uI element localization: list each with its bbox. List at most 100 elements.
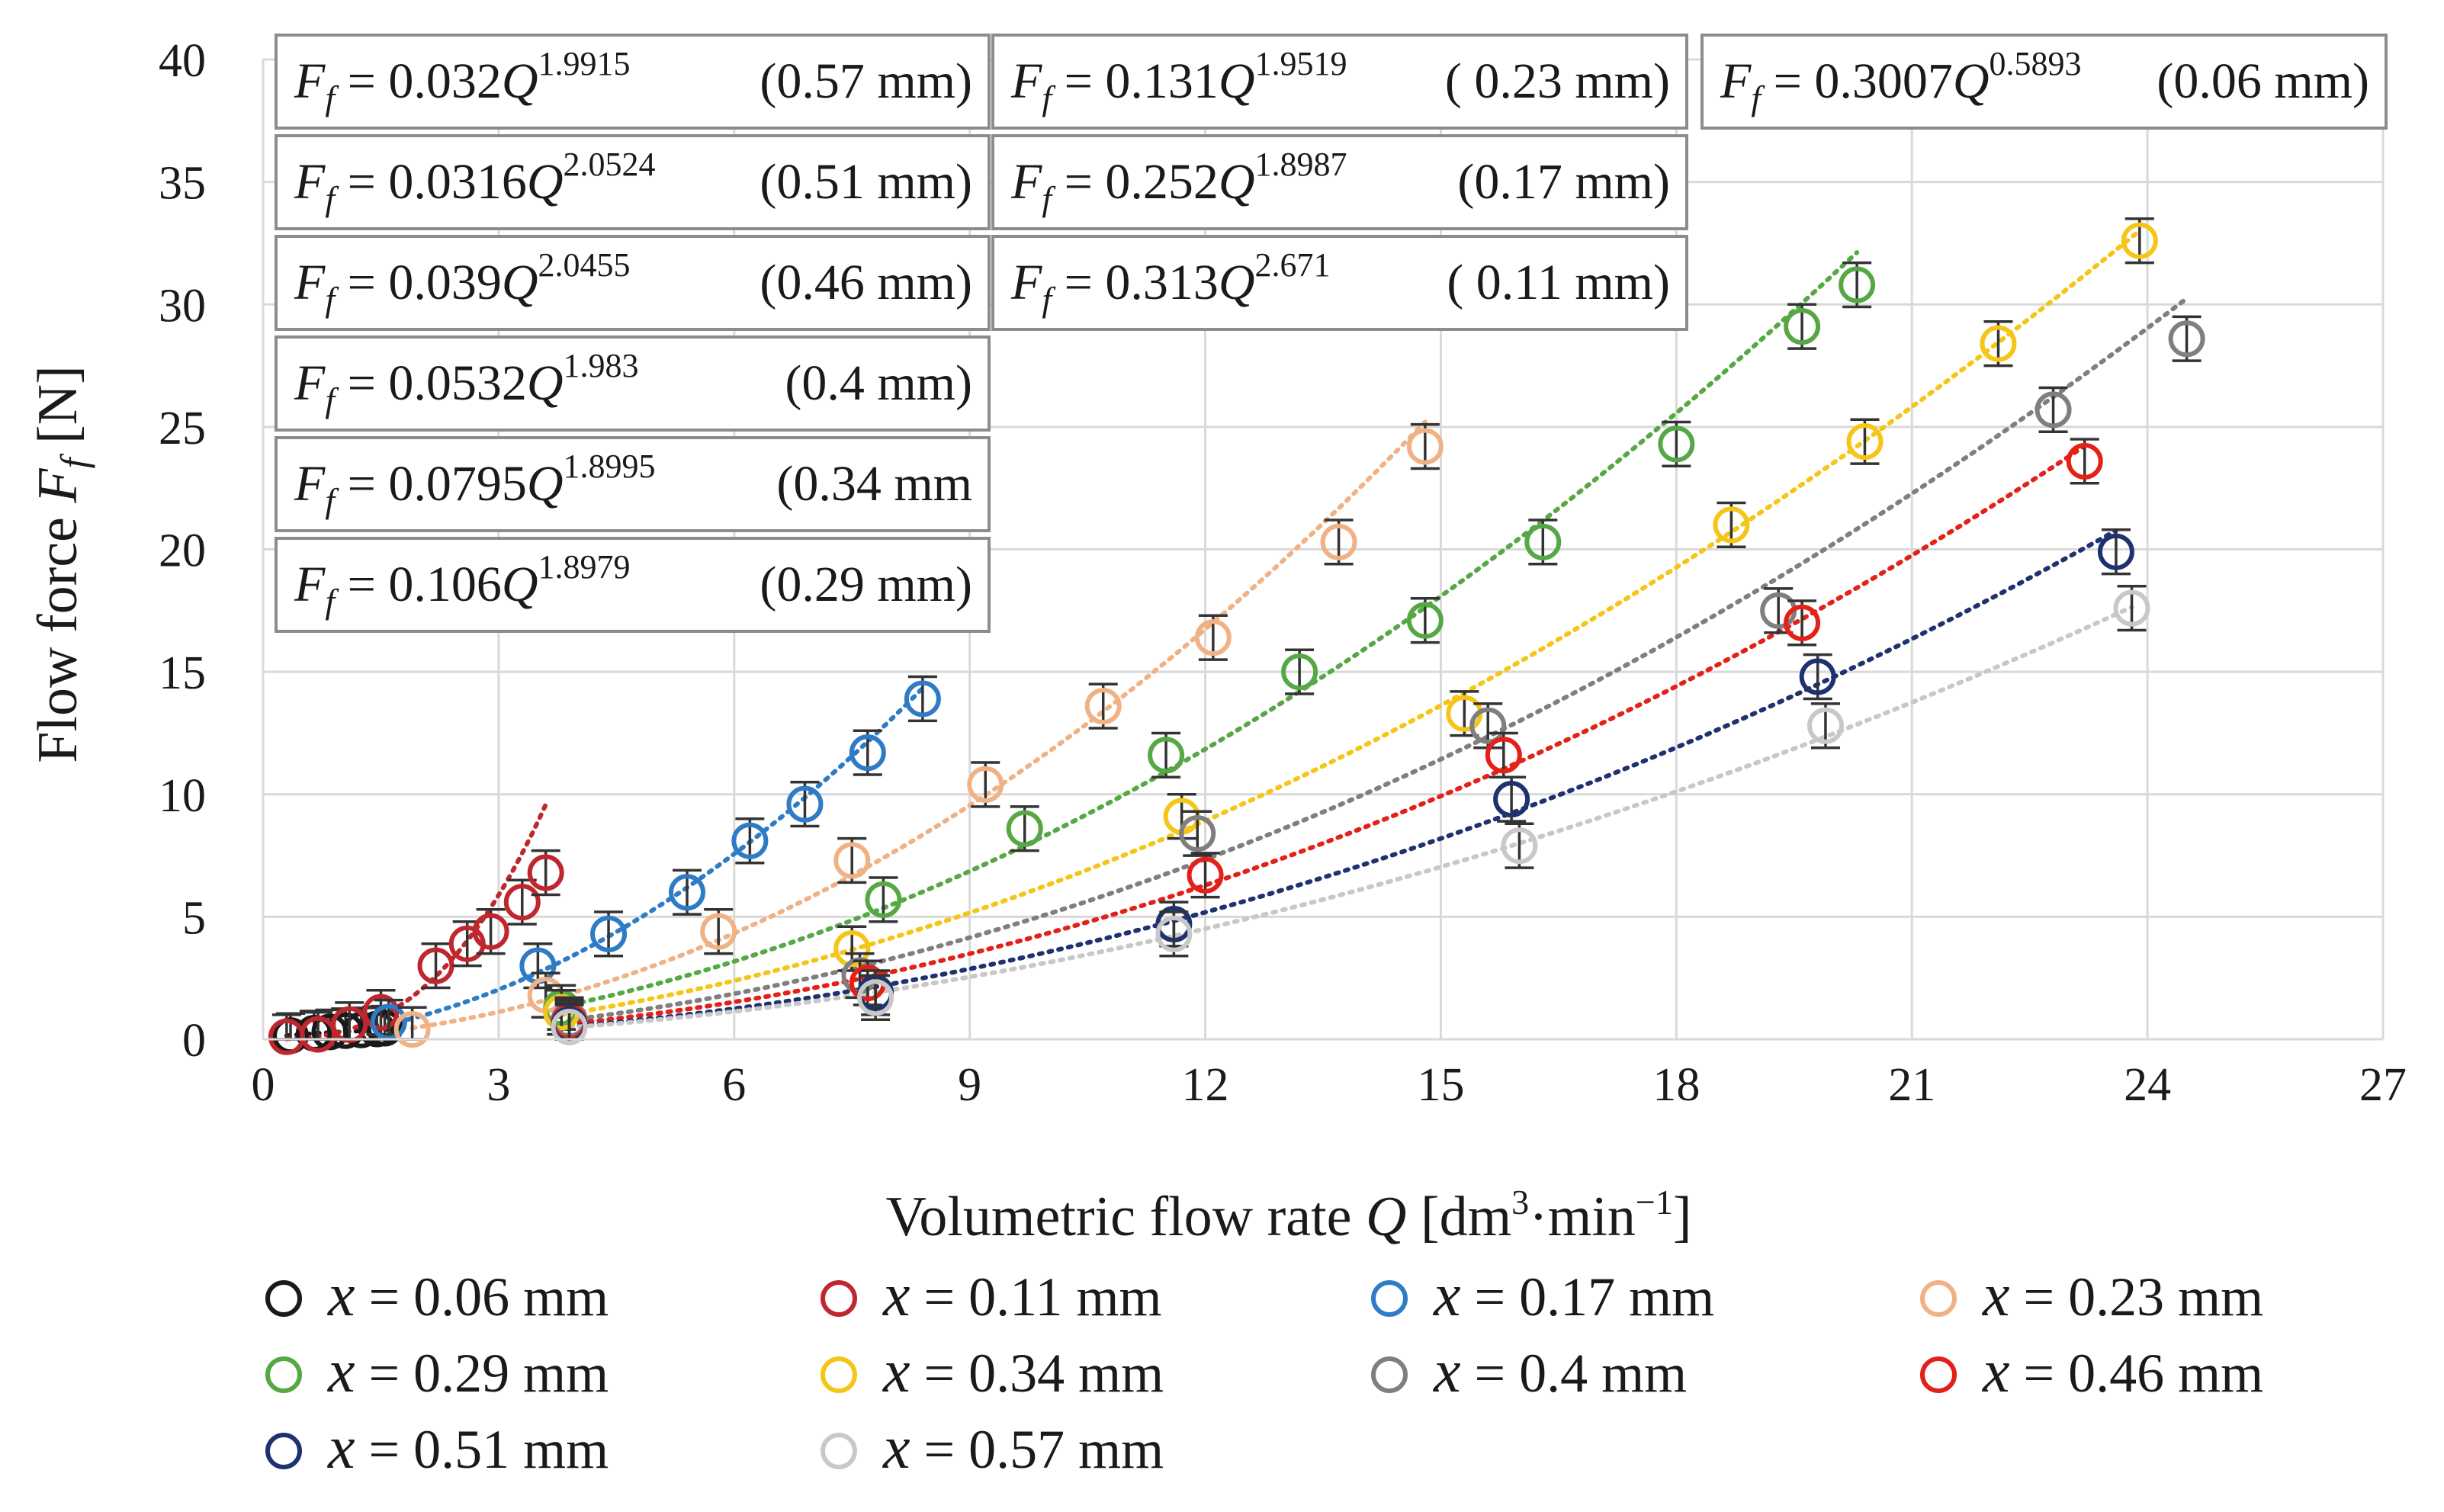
x-tick-label: 0 [252,1059,275,1111]
fit-line [386,685,925,1027]
marker [1784,308,1821,345]
equation-box: Ff = 0.252Q1.8987 (0.17 mm) [991,134,1688,230]
data-point [1155,910,1193,958]
y-axis-title: Flow force Ff [N] [27,365,95,762]
equation-formula: Ff = 0.039Q2.0455 [294,246,631,319]
x-tick-label: 27 [2359,1059,2407,1111]
equation-frame [991,34,1688,130]
equation-frame [991,134,1688,230]
marker [1658,425,1695,463]
equation-frame [275,134,991,230]
marker [1846,423,1884,461]
marker [1493,781,1530,818]
legend-label: x = 0.4 mm [1433,1338,1687,1405]
data-point [2121,217,2158,265]
equation-box: Ff = 0.0532Q1.983 (0.4 mm) [275,335,991,432]
data-point [472,907,509,955]
marker [857,979,894,1016]
legend-label: x = 0.11 mm [882,1262,1161,1329]
axes: 0 3 6 9 12 15 18 21 24 27 0 5 10 15 20 25 30 35 40 Volumetr… [27,35,2407,1248]
marker [2035,391,2072,429]
data-point [833,836,871,884]
equation-gap-label: ( 0.23 mm) [1445,53,1670,109]
marker [1155,915,1193,952]
fit-line [284,802,548,1042]
marker [1713,506,1750,544]
data-point [2035,386,2072,434]
equation-formula: Ff = 0.3007Q0.5893 [1720,45,2082,117]
marker [1524,523,1562,560]
marker [527,854,564,891]
equation-formula: Ff = 0.0795Q1.8995 [294,448,656,520]
legend-label: x = 0.51 mm [327,1414,609,1482]
data-point [1501,822,1538,869]
data-point [849,729,886,776]
fit-line [567,296,2189,1022]
x-tick-label: 3 [487,1059,510,1111]
data-point [1281,648,1318,695]
fit-line [567,605,2134,1030]
legend-marker [821,1433,857,1469]
marker [1469,707,1507,744]
marker [590,915,628,952]
y-tick-label: 35 [159,158,206,210]
data-point [1799,653,1836,701]
y-tick-label: 40 [159,35,206,87]
marker [2168,320,2205,358]
x-tick-label: 12 [1182,1059,1229,1111]
equation-box: Ff = 0.0795Q1.8995 (0.34 mm [275,436,991,532]
marker [669,874,705,911]
marker [833,930,871,968]
equation-gap-label: (0.29 mm) [760,557,972,612]
marker [2066,442,2103,480]
marker [331,1006,368,1043]
marker [503,884,541,921]
fit-line [567,528,2118,1029]
fit-line [409,419,1428,1031]
legend-marker [1920,1356,1957,1393]
equation-frame [275,34,991,130]
y-tick-label: 10 [159,770,206,822]
legend-item: x = 0.29 mm [265,1338,609,1405]
marker [1807,707,1844,744]
marker [1839,266,1876,303]
data-point [857,974,894,1022]
fit-line [567,443,2087,1026]
equation-gap-label: ( 0.11 mm) [1447,255,1670,310]
equation-gap-label: (0.06 mm) [2157,53,2369,109]
marker [1980,325,2017,362]
data-point [669,868,705,916]
marker [1799,658,1836,695]
data-point [590,910,628,958]
equation-box: Ff = 0.106Q1.8979 (0.29 mm) [275,537,991,633]
marker [1148,737,1185,774]
equation-gap-label: (0.57 mm) [760,53,972,109]
marker [967,766,1004,803]
equation-boxes: Ff = 0.032Q1.9915 (0.57 mm) Ff = 0.131Q1.9… [275,34,2388,633]
x-tick-label: 15 [1417,1059,1464,1111]
marker [2121,222,2158,259]
fit-line [559,250,1860,1010]
y-tick-label: 15 [159,647,206,699]
data-point [2168,315,2205,362]
data-point [731,817,769,865]
data-point [1084,682,1122,730]
legend-item: x = 0.51 mm [265,1414,609,1482]
equation-formula: Ff = 0.0316Q2.0524 [294,146,656,218]
legend-marker [1920,1280,1957,1317]
equation-formula: Ff = 0.313Q2.671 [1010,246,1331,319]
data-point [1784,303,1821,350]
equation-frame [275,537,991,633]
equation-gap-label: (0.17 mm) [1457,154,1670,210]
equation-formula: Ff = 0.131Q1.9519 [1010,45,1347,117]
data-point [1179,810,1216,857]
legend-label: x = 0.17 mm [1433,1262,1714,1329]
marker [2113,589,2150,627]
marker [1406,602,1444,639]
data-point [1187,852,1224,899]
marker [1084,688,1122,725]
marker [786,785,824,823]
data-point [417,942,454,990]
data-point [1006,805,1043,852]
data-point [2097,528,2134,576]
